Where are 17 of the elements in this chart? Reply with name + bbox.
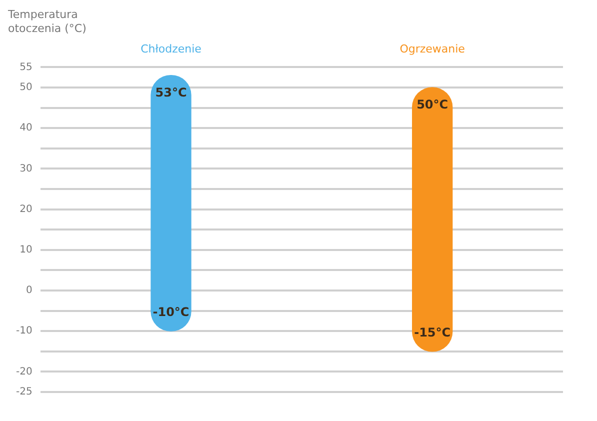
y-tick-label: -25 (16, 386, 32, 398)
annotation: -10°C (152, 305, 190, 320)
annotation: 50°C (416, 98, 448, 112)
y-axis-title: Temperatura otoczenia (°C) (8, 8, 88, 36)
y-tick-label: 20 (20, 204, 32, 215)
y-tick-label: 0 (26, 285, 32, 296)
y-tick-label: 30 (20, 163, 32, 174)
x-tick-label: Ogrzewanie (400, 42, 466, 56)
annotation: 53°C (155, 85, 187, 100)
y-tick-label: 50 (20, 82, 32, 94)
annotation: -15°C (414, 326, 451, 340)
y-tick-label: -10 (16, 326, 32, 337)
y-tick-label: 40 (20, 122, 32, 134)
y-tick-label: 10 (20, 244, 32, 256)
y-tick-label: 55 (20, 62, 32, 73)
y-tick-label: -20 (16, 366, 32, 378)
x-tick-label: Chłodzenie (140, 42, 202, 56)
